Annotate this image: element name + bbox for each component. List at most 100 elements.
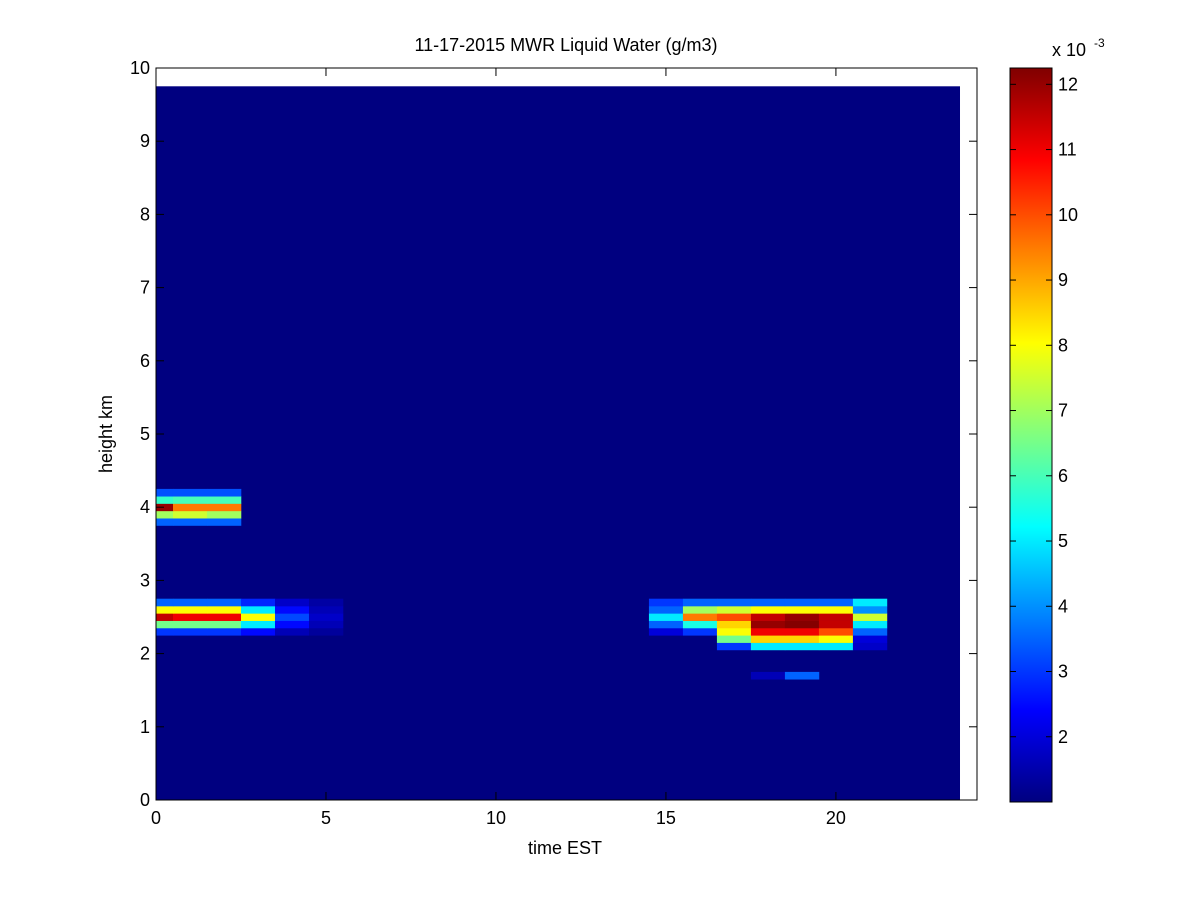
heatmap-cell [308, 627, 344, 636]
heatmap-cell [716, 598, 752, 607]
x-tick-label: 10 [486, 808, 506, 828]
y-tick-label: 9 [140, 131, 150, 151]
heatmap-cell [206, 518, 242, 526]
y-tick-label: 10 [130, 58, 150, 78]
heatmap [156, 68, 977, 801]
colorbar-tick-label: 3 [1058, 662, 1068, 682]
heatmap-cell [206, 606, 242, 614]
heatmap-cell [818, 613, 854, 621]
heatmap-cell [274, 613, 310, 621]
colorbar-tick-label: 11 [1058, 140, 1077, 160]
heatmap-cell [206, 620, 242, 629]
y-tick-label: 4 [140, 497, 150, 517]
heatmap-cell [750, 620, 786, 629]
heatmap-cell [818, 620, 854, 629]
heatmap-cell [852, 606, 888, 614]
heatmap-cell [682, 613, 718, 621]
heatmap-cell [682, 598, 718, 607]
heatmap-cell [156, 503, 174, 512]
heatmap-cell [716, 635, 752, 643]
heatmap-cell [172, 613, 208, 621]
heatmap-cell [172, 496, 208, 504]
heatmap-cell [750, 606, 786, 614]
heatmap-cell [750, 635, 786, 643]
heatmap-cell [750, 627, 786, 636]
heatmap-cell [206, 598, 242, 607]
y-tick-label: 8 [140, 204, 150, 224]
heatmap-cell [274, 627, 310, 636]
x-tick-label: 15 [656, 808, 676, 828]
heatmap-cell [156, 620, 174, 629]
colorbar-exponent: -3 [1094, 36, 1105, 50]
heatmap-cell [172, 598, 208, 607]
y-tick-label: 6 [140, 351, 150, 371]
heatmap-cell [274, 620, 310, 629]
heatmap-cell [206, 510, 242, 519]
heatmap-cell [716, 613, 752, 621]
heatmap-cell [648, 635, 684, 643]
heatmap-cell [852, 635, 888, 643]
heatmap-cell [206, 503, 242, 512]
heatmap-cell [818, 598, 854, 607]
chart-title: 11-17-2015 MWR Liquid Water (g/m3) [414, 35, 717, 55]
heatmap-cell [818, 642, 854, 651]
heatmap-cell [206, 488, 242, 497]
heatmap-cell [172, 503, 208, 512]
heatmap-cell [648, 642, 684, 651]
colorbar-tick-label: 5 [1058, 531, 1068, 551]
x-axis-label: time EST [528, 838, 602, 858]
heatmap-cell [716, 642, 752, 651]
heatmap-cell [784, 642, 820, 651]
heatmap-cell [156, 518, 174, 526]
heatmap-cell [716, 620, 752, 629]
y-tick-label: 0 [140, 790, 150, 810]
heatmap-cell [156, 496, 174, 504]
y-tick-label: 1 [140, 717, 150, 737]
heatmap-cell [648, 613, 684, 621]
heatmap-cell [206, 613, 242, 621]
heatmap-cell [156, 510, 174, 519]
y-tick-label: 5 [140, 424, 150, 444]
heatmap-cell [308, 620, 344, 629]
heatmap-cell [682, 627, 718, 636]
heatmap-cell [648, 598, 684, 607]
heatmap-cell [308, 598, 344, 607]
colorbar-tick-label: 10 [1058, 205, 1078, 225]
heatmap-cell [716, 606, 752, 614]
colorbar-tick-label: 7 [1058, 401, 1068, 421]
x-tick-label: 20 [826, 808, 846, 828]
heatmap-cell [784, 606, 820, 614]
y-tick-label: 3 [140, 570, 150, 590]
heatmap-cell [784, 635, 820, 643]
y-tick-label: 7 [140, 278, 150, 298]
heatmap-cell [784, 598, 820, 607]
heatmap-cell [240, 627, 276, 636]
colorbar-tick-label: 8 [1058, 335, 1068, 355]
heatmap-cell [716, 627, 752, 636]
heatmap-cell [682, 642, 718, 651]
heatmap-cell [648, 620, 684, 629]
heatmap-cell [172, 518, 208, 526]
heatmap-cell [818, 635, 854, 643]
heatmap-cell [750, 613, 786, 621]
heatmap-cell [682, 606, 718, 614]
heatmap-cell [818, 606, 854, 614]
colorbar-multiplier: x 10 [1052, 40, 1086, 60]
y-tick-label: 2 [140, 644, 150, 664]
heatmap-cell [274, 598, 310, 607]
heatmap-cell [308, 613, 344, 621]
colorbar-tick-label: 2 [1058, 727, 1068, 747]
colorbar-tick-label: 9 [1058, 270, 1068, 290]
heatmap-cell [750, 671, 786, 680]
heatmap-cell [274, 606, 310, 614]
colorbar-tick-label: 6 [1058, 466, 1068, 486]
heatmap-cell [750, 642, 786, 651]
colorbar-tick-label: 4 [1058, 596, 1068, 616]
heatmap-cell [784, 627, 820, 636]
heatmap-cell [172, 627, 208, 636]
x-tick-label: 5 [321, 808, 331, 828]
heatmap-cell [156, 488, 174, 497]
heatmap-cell [852, 627, 888, 636]
